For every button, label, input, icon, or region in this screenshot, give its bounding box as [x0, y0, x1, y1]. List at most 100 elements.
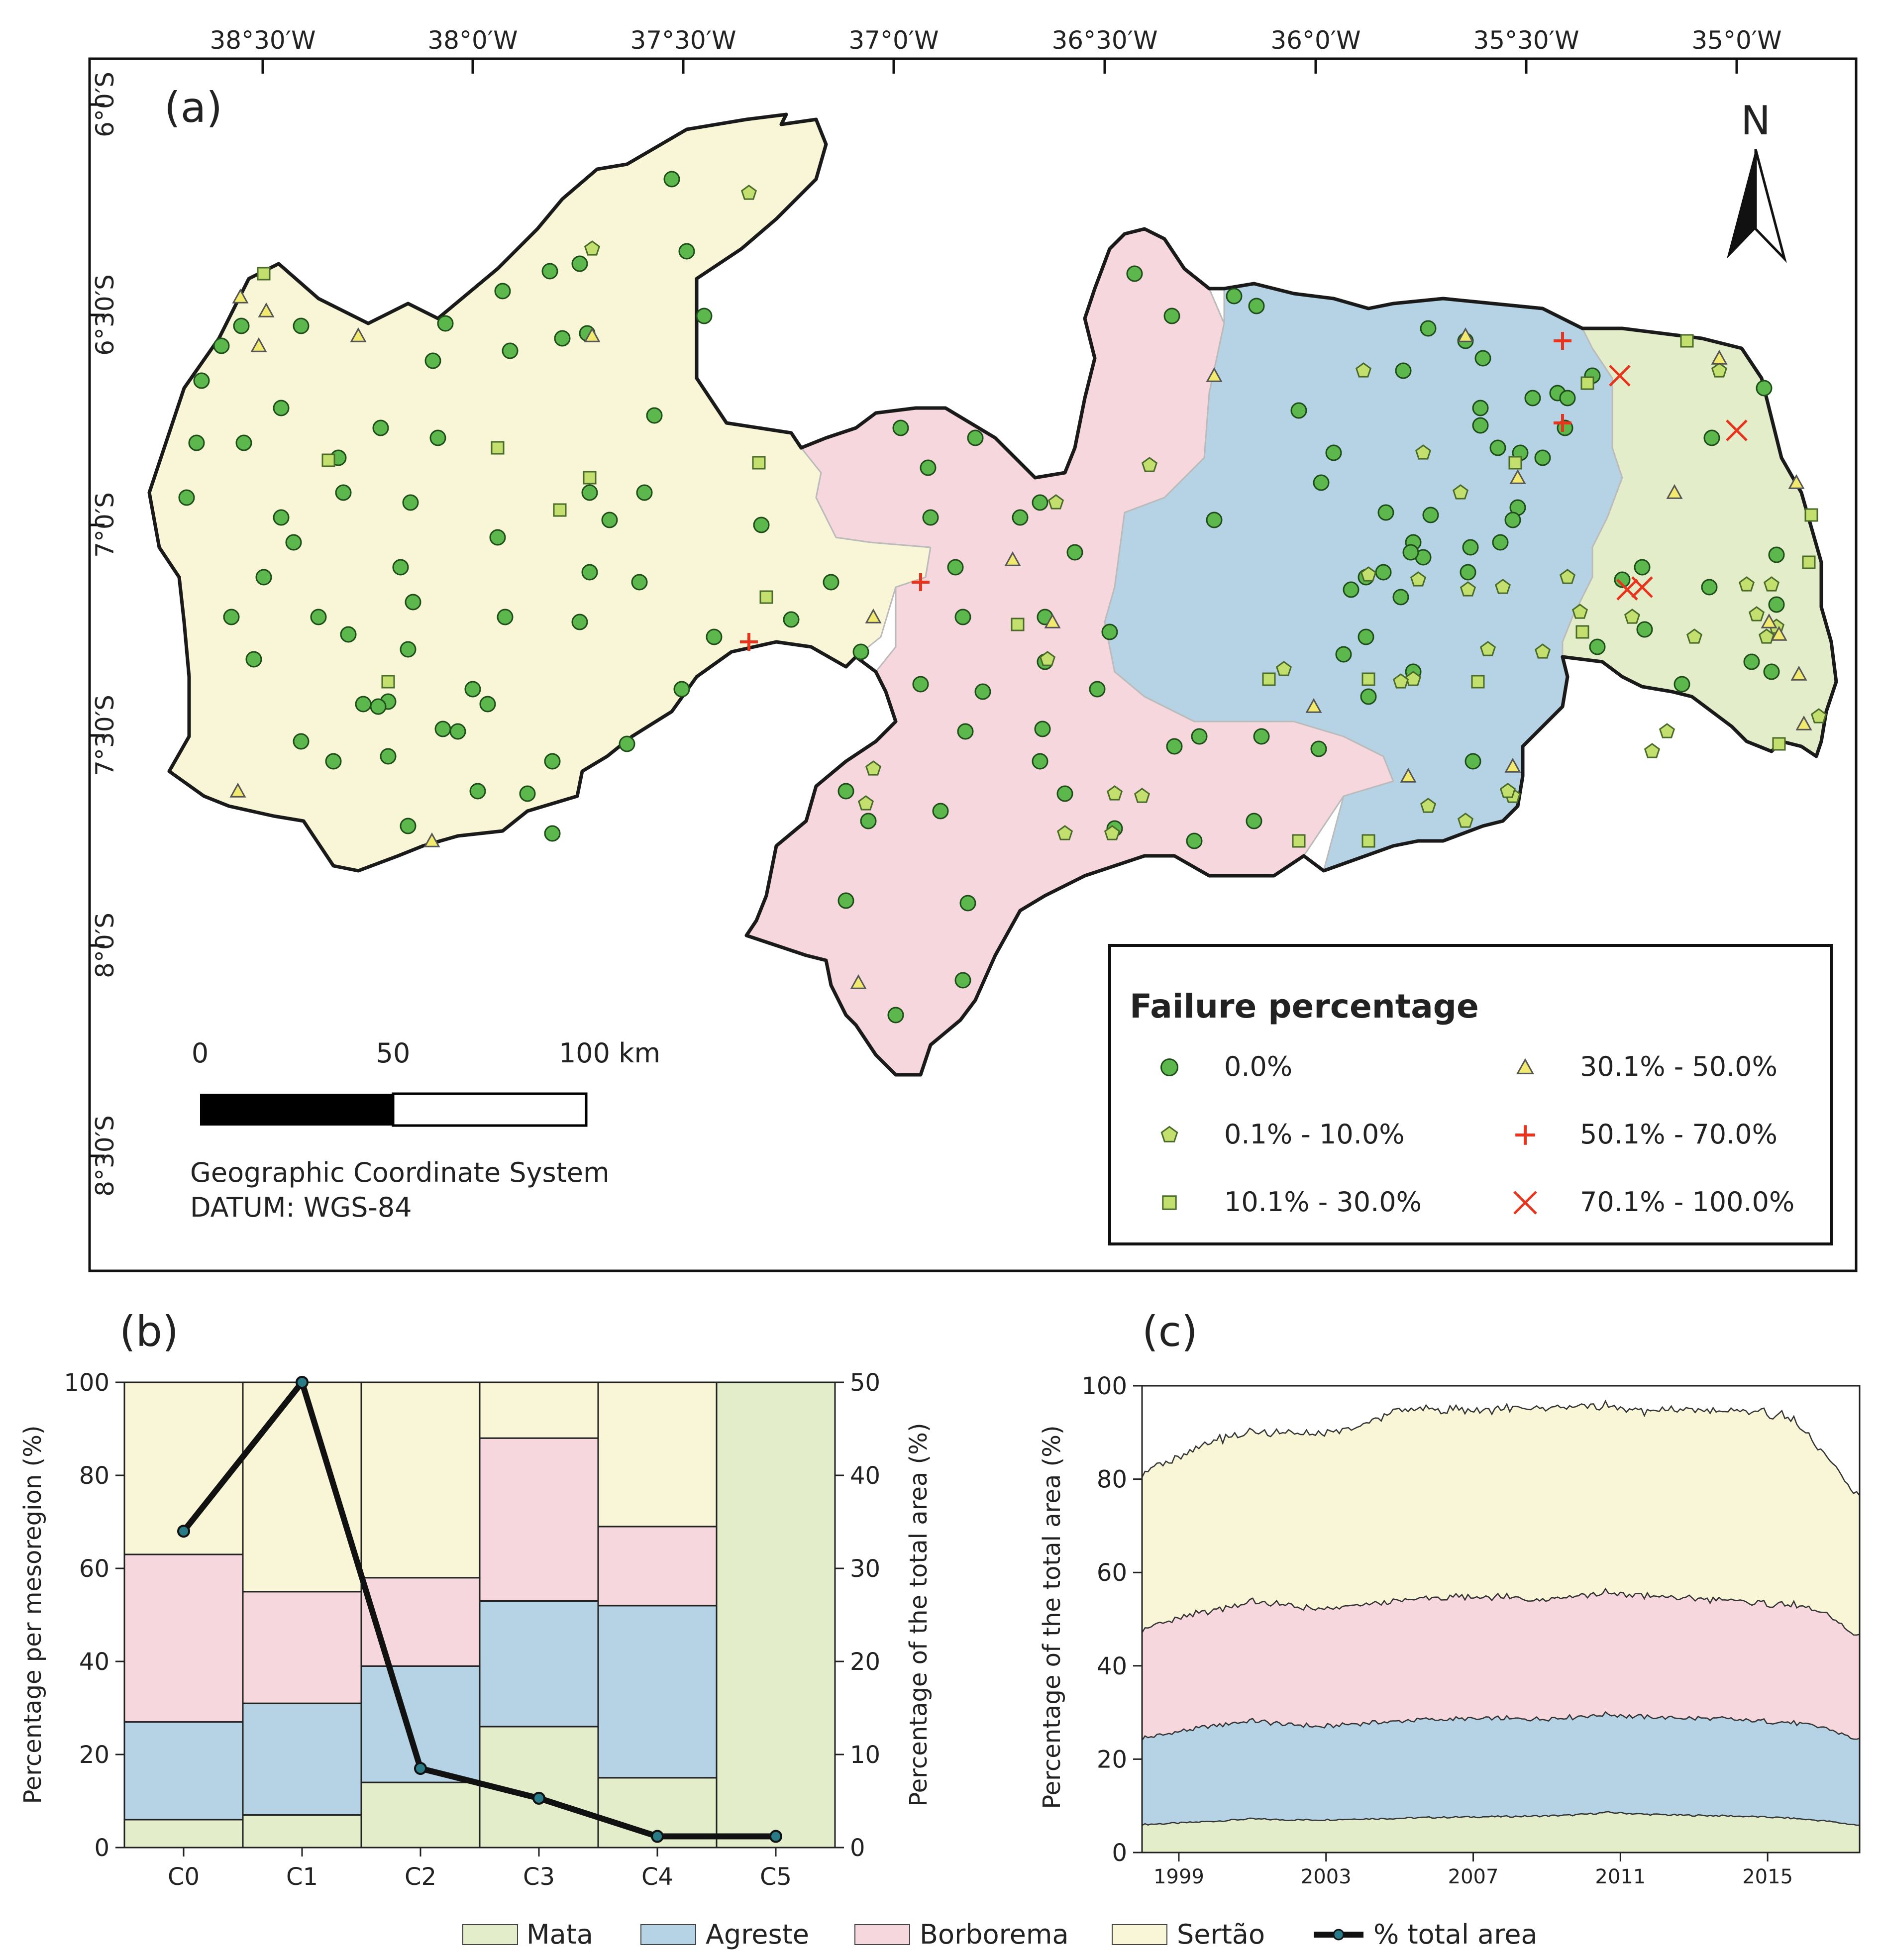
triangle-marker-icon — [584, 327, 601, 342]
pentagon-marker-icon — [1047, 494, 1064, 510]
pentagon-marker-icon — [1134, 788, 1150, 803]
x-tick-label: C5 — [760, 1863, 792, 1891]
triangle-marker-icon — [1790, 665, 1807, 681]
circle-marker-icon — [678, 243, 695, 260]
lon-label: 35°0′W — [1691, 26, 1781, 55]
x-tick-label: 2007 — [1448, 1865, 1499, 1888]
bar-segment-borborema-C1 — [242, 1591, 362, 1704]
total-area-point-C1 — [296, 1376, 309, 1389]
x-tick-label: C1 — [286, 1863, 318, 1891]
circle-marker-icon — [1163, 308, 1180, 324]
legend-line-dot-icon — [1333, 1929, 1345, 1941]
square-marker-icon — [1680, 334, 1694, 348]
scale-label-50: 50 — [376, 1037, 411, 1069]
square-marker-icon — [759, 590, 773, 604]
crs-line-2: DATUM: WGS-84 — [190, 1192, 412, 1223]
circle-marker-icon — [335, 484, 352, 501]
circle-marker-icon — [1460, 564, 1476, 581]
circle-marker-icon — [355, 696, 372, 713]
circle-marker-icon — [293, 733, 310, 750]
pentagon-marker-icon — [1355, 362, 1372, 378]
circle-marker-icon — [235, 434, 252, 451]
circle-marker-icon — [837, 783, 854, 800]
y-tick-label: 0 — [1112, 1839, 1127, 1867]
circle-marker-icon — [581, 564, 598, 581]
triangle-marker-icon — [258, 302, 275, 317]
square-marker-icon — [1802, 555, 1816, 569]
square-marker-icon — [1361, 834, 1375, 848]
bar-segment-sertao-C4 — [597, 1381, 718, 1528]
cross-marker-icon — [1609, 365, 1631, 387]
bar-segment-agreste-C1 — [242, 1702, 362, 1816]
circle-marker-icon — [1032, 494, 1048, 511]
area-edge-sertao — [1141, 1399, 1861, 1496]
chart-c: (c) 0 20 40 60 80 100 1999 2003 2007 2011 2015 Per… — [1038, 1307, 1861, 1888]
panel-label-b: (b) — [119, 1307, 179, 1356]
plus-icon — [1515, 1125, 1535, 1145]
pentagon-icon — [1160, 1126, 1178, 1142]
circle-marker-icon — [1673, 676, 1690, 693]
circle-marker-icon — [932, 803, 949, 820]
circle-marker-icon — [1703, 429, 1720, 446]
triangle-marker-icon — [1457, 327, 1474, 342]
cross-marker-icon — [1726, 419, 1748, 441]
circle-marker-icon — [544, 825, 561, 842]
chart-b-axes: 0 20 40 60 80 100 0 10 20 30 40 50 C0 C1 C2 C3 C4 C5 — [64, 1369, 880, 1891]
circle-marker-icon — [571, 614, 588, 630]
pentagon-marker-icon — [1104, 825, 1121, 840]
lat-label: 6°30′S — [91, 274, 119, 356]
north-arrow-left-half — [1727, 149, 1756, 259]
y-tick-label: 100 — [1081, 1372, 1127, 1400]
total-area-line — [181, 1379, 776, 1840]
circle-marker-icon — [1420, 320, 1437, 337]
pentagon-marker-icon — [1624, 609, 1641, 624]
circle-marker-icon — [1089, 681, 1106, 698]
triangle-marker-icon — [1795, 715, 1812, 730]
north-arrow-icon: N — [1727, 98, 1787, 263]
circle-marker-icon — [325, 753, 342, 770]
area-edge-mata — [1142, 1811, 1860, 1826]
circle-marker-icon — [1343, 581, 1359, 598]
circle-marker-icon — [1034, 721, 1051, 737]
circle-marker-icon — [370, 698, 387, 715]
circle-marker-icon — [1377, 504, 1394, 521]
scale-bar-black — [200, 1094, 393, 1126]
circle-marker-icon — [601, 512, 618, 528]
bottom-legend: Mata Agreste Borborema Sertão % total ar… — [462, 1919, 1538, 1950]
y-tick-label: 100 — [64, 1369, 109, 1397]
bar-segment-borborema-C3 — [479, 1437, 599, 1602]
legend-swatch-borborema — [854, 1924, 910, 1945]
circle-marker-icon — [1402, 544, 1419, 561]
map-legend-label: 10.1% - 30.0% — [1224, 1186, 1422, 1218]
plus-marker-icon — [1554, 414, 1571, 432]
chart-b-ylabel-right: Percentage of the total area (%) — [905, 1423, 933, 1806]
circle-marker-icon — [1636, 621, 1653, 638]
circle-marker-icon — [920, 459, 937, 476]
legend-label-mata: Mata — [526, 1919, 593, 1950]
triangle-marker-icon — [1004, 551, 1021, 566]
circle-marker-icon — [255, 569, 272, 586]
square-icon — [1162, 1195, 1177, 1210]
circle-marker-icon — [1504, 512, 1521, 528]
triangle-marker-icon — [1044, 613, 1061, 628]
circle-marker-icon — [1375, 564, 1392, 581]
circle-marker-icon — [1395, 362, 1412, 379]
circle-marker-icon — [571, 255, 588, 272]
circle-marker-icon — [887, 1007, 904, 1024]
lat-label: 6°0′S — [91, 72, 119, 137]
circle-marker-icon — [663, 171, 680, 188]
circle-marker-icon — [424, 352, 441, 369]
circle-marker-icon — [434, 721, 451, 737]
circle-marker-icon — [437, 315, 454, 332]
lon-label: 35°30′W — [1473, 26, 1579, 55]
scale-bar-white — [392, 1092, 588, 1127]
circle-marker-icon — [1462, 539, 1479, 556]
circle-marker-icon — [783, 611, 800, 628]
chart-b-frame — [123, 1381, 836, 1849]
circle-marker-icon — [631, 574, 648, 591]
circle-marker-icon — [1056, 785, 1073, 802]
total-area-point-C4 — [651, 1830, 664, 1843]
circle-marker-icon — [1186, 832, 1203, 849]
circle-marker-icon — [1226, 288, 1243, 305]
triangle-marker-icon — [1666, 484, 1683, 499]
